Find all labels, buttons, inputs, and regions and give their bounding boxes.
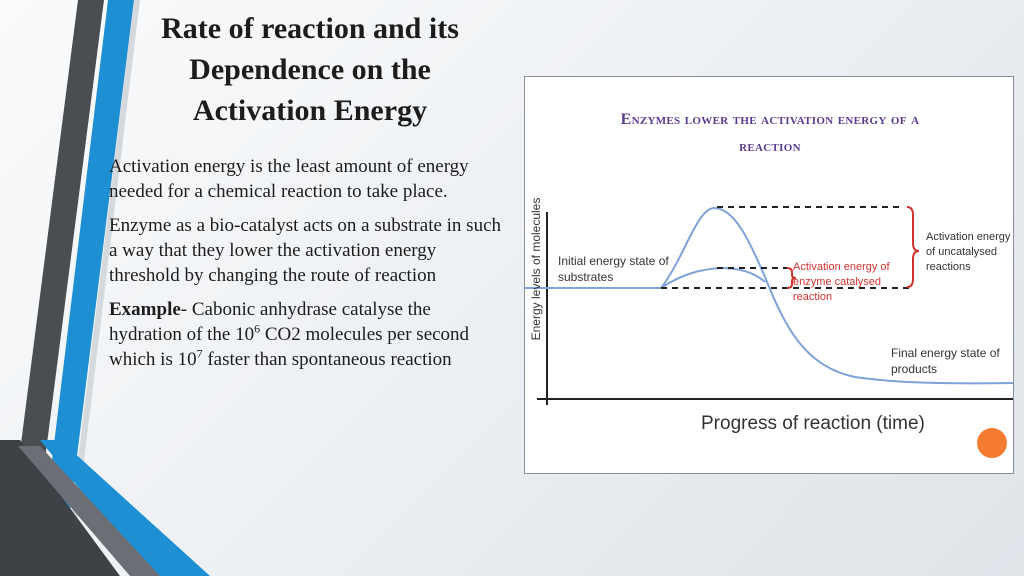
final-state-label: Final energy state of products [891, 346, 1000, 376]
paragraph-example: Example- Cabonic anhydrase catalyse the … [109, 297, 501, 372]
activation-energy-diagram: Enzymes lower the activation energy of a… [524, 76, 1014, 474]
orange-dot-icon [977, 428, 1007, 458]
blue-bottom-wedge [40, 440, 210, 576]
example-label: Example [109, 299, 181, 320]
x-axis-label: Progress of reaction (time) [701, 413, 925, 434]
example-sup-2: 7 [196, 346, 203, 361]
catalysed-label: Activation energy of enzyme catalysed re… [793, 261, 890, 303]
example-sup-1: 6 [254, 321, 261, 336]
dark-bottom-wedge [0, 440, 120, 576]
blue-stripe [38, 0, 134, 576]
y-axis-label: Energy levels of molecules [529, 197, 543, 341]
product-curve [764, 276, 1013, 385]
paragraph-enzyme: Enzyme as a bio-catalyst acts on a subst… [109, 215, 502, 286]
initial-state-label: Initial energy state of substrates [558, 254, 669, 284]
example-text-1: - Cabonic anhydrase catalyse the hydrati… [109, 299, 431, 345]
uncatalysed-label: Activation energy of uncatalysed reactio… [926, 231, 1011, 273]
grey-bottom-wedge [18, 446, 160, 576]
example-text-3: faster than spontaneous reaction [202, 349, 452, 370]
uncatalysed-brace [906, 206, 920, 288]
figure-title: Enzymes lower the activation energy of a… [545, 107, 995, 161]
diagram-graphics [525, 206, 1013, 405]
light-stripe [64, 0, 140, 576]
slide-body: Activation energy is the least amount of… [109, 154, 501, 381]
paragraph-activation-energy: Activation energy is the least amount of… [109, 156, 469, 202]
catalysed-brace [786, 267, 797, 289]
example-text-2: CO2 molecules per second which is 10 [109, 324, 470, 370]
figure-title-line-2: reaction [739, 138, 801, 155]
uncatalysed-curve [660, 206, 766, 289]
figure-title-line-1: Enzymes lower the activation energy of a [620, 111, 920, 128]
dark-stripe [4, 0, 104, 576]
catalysed-curve [660, 266, 766, 289]
slide-title: Rate of reaction and its Dependence on t… [161, 12, 459, 127]
